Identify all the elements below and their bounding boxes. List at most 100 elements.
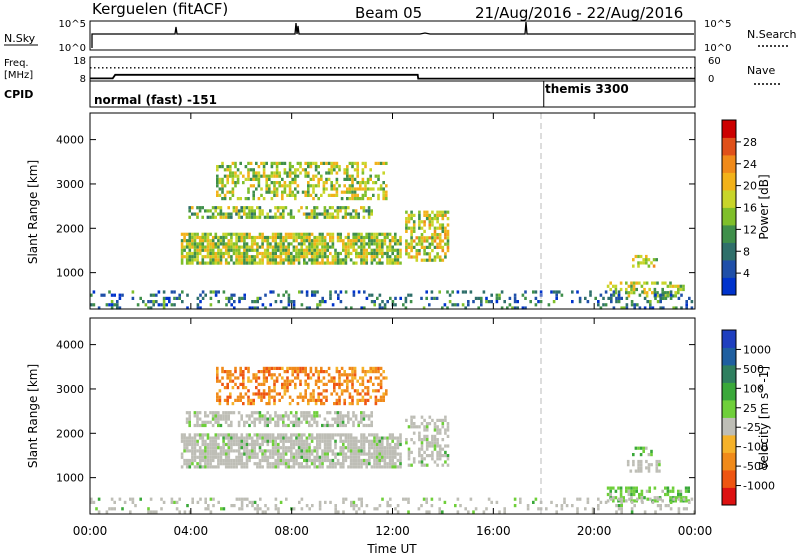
data-cell: [297, 248, 301, 252]
data-cell: [266, 462, 270, 466]
data-cell: [340, 392, 344, 396]
data-cell: [307, 187, 310, 191]
data-cell: [216, 168, 219, 172]
data-cell: [329, 293, 332, 297]
data-cell: [180, 455, 184, 459]
data-cell: [630, 300, 634, 304]
data-cell: [297, 446, 301, 450]
data-cell: [313, 212, 316, 216]
data-cell: [360, 242, 363, 246]
data-cell: [178, 293, 181, 297]
data-cell: [287, 293, 291, 297]
colorbar-swatch: [722, 400, 736, 418]
data-cell: [639, 469, 643, 473]
data-cell: [373, 507, 376, 511]
data-cell: [606, 284, 610, 288]
data-cell: [399, 248, 402, 252]
data-cell: [237, 215, 241, 219]
data-cell: [368, 293, 371, 297]
data-cell: [378, 293, 382, 297]
data-cell: [316, 439, 319, 443]
data-cell: [290, 442, 293, 447]
data-cell: [441, 447, 445, 451]
data-cell: [666, 492, 670, 497]
data-cell: [275, 165, 279, 169]
data-cell: [258, 442, 262, 447]
data-cell: [239, 370, 242, 374]
data-cell: [360, 504, 363, 508]
data-cell: [170, 500, 174, 504]
colorbar-tick-label: -1000: [743, 480, 775, 493]
data-cell: [300, 245, 303, 249]
data-cell: [347, 242, 350, 246]
data-cell: [342, 439, 345, 443]
data-cell: [420, 441, 424, 445]
data-cell: [423, 223, 426, 227]
data-cell: [271, 462, 275, 466]
data-cell: [436, 418, 439, 422]
data-cell: [428, 220, 432, 224]
data-cell: [292, 300, 296, 304]
data-cell: [263, 251, 267, 256]
data-cell: [591, 510, 595, 514]
data-cell: [230, 446, 233, 450]
data-cell: [433, 255, 437, 259]
data-cell: [307, 165, 310, 169]
data-cell: [318, 414, 321, 418]
data-cell: [391, 446, 394, 450]
data-cell: [425, 252, 429, 256]
data-cell: [352, 504, 356, 508]
data-cell: [490, 293, 493, 297]
data-cell: [308, 245, 311, 249]
data-cell: [211, 458, 215, 463]
data-cell: [227, 417, 230, 421]
data-cell: [329, 500, 332, 504]
data-cell: [320, 177, 323, 181]
data-cell: [326, 411, 329, 415]
data-cell: [338, 398, 341, 402]
colorbar-tick-label: -100: [743, 441, 768, 454]
data-cell: [428, 245, 432, 249]
data-cell: [357, 439, 361, 443]
data-cell: [441, 217, 445, 221]
data-cell: [248, 209, 251, 213]
data-cell: [609, 281, 612, 285]
data-cell: [262, 379, 266, 383]
data-cell: [436, 217, 439, 221]
data-cell: [352, 458, 355, 463]
data-cell: [321, 455, 324, 459]
data-cell: [274, 248, 277, 252]
data-cell: [305, 504, 309, 508]
data-cell: [381, 452, 384, 456]
data-cell: [279, 446, 283, 450]
data-cell: [438, 255, 442, 259]
data-cell: [188, 417, 191, 421]
data-cell: [394, 296, 397, 300]
data-cell: [211, 212, 215, 216]
data-cell: [524, 290, 527, 294]
data-cell: [256, 465, 259, 469]
data-cell: [366, 386, 370, 390]
data-cell: [370, 209, 373, 213]
data-cell: [300, 507, 304, 511]
data-cell: [362, 423, 366, 428]
velocity-colorbar-label: Velocity [m s^-1]: [757, 366, 771, 470]
data-cell: [196, 442, 199, 447]
data-cell: [219, 462, 223, 466]
data-cell: [651, 306, 655, 310]
data-cell: [298, 500, 301, 504]
data-cell: [349, 452, 353, 456]
data-cell: [597, 504, 600, 508]
data-cell: [297, 439, 301, 443]
data-cell: [305, 235, 309, 240]
data-cell: [422, 306, 426, 310]
data-cell: [185, 462, 189, 466]
data-cell: [305, 215, 308, 219]
data-cell: [378, 232, 381, 236]
data-cell: [230, 215, 233, 219]
data-cell: [433, 425, 437, 429]
data-cell: [423, 428, 426, 432]
data-cell: [268, 402, 271, 406]
data-cell: [314, 402, 318, 406]
data-cell: [372, 187, 375, 191]
